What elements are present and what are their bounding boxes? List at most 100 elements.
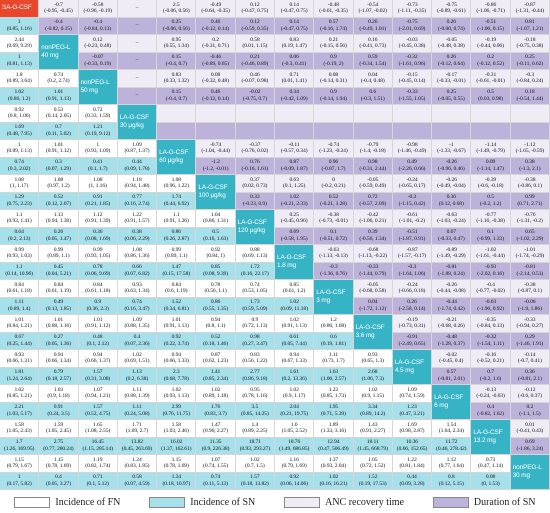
comparison-cell: 0.12 (-0.23, 0.48) (78, 35, 118, 53)
comparison-cell: 0.09 (-1.14, 1.47) (471, 157, 511, 175)
comparison-cell: 0.08 (-0.32, 0.48) (196, 70, 236, 88)
comparison-cell: 1.4 (0.89, 2.25) (235, 420, 275, 438)
comparison-cell: -0.24 (-0.66, 0.18) (392, 280, 433, 298)
comparison-cell: 0.52 (0.12, 2.07) (39, 192, 79, 210)
comparison-cell: -0.33 (-1.44, 0.79) (353, 262, 393, 280)
comparison-cell: 10.36 (0.66, 152.65) (392, 437, 433, 455)
comparison-cell: -0.54 (-1.07, -0.02) (353, 0, 393, 18)
comparison-cell: -0.87 (-1.57, -0.17) (392, 245, 433, 263)
comparison-cell: -0.61 (-1.01, -0.2) (392, 210, 433, 228)
comparison-cell: 1.02 (-0.21, 2.33) (275, 192, 315, 210)
legend-swatch (284, 496, 321, 508)
comparison-cell: 0.92 (0.22, 3.74) (157, 332, 197, 350)
comparison-cell: -0.89 (-1.49, -0.29) (432, 245, 472, 263)
comparison-cell: 0.71 (0.1, 5.12) (78, 472, 118, 490)
comparison-cell: 0.12 (-0.59, 0.35) (235, 17, 275, 35)
comparison-cell: 12.94 (0.47, 506.49) (314, 437, 354, 455)
comparison-cell: -0.3 (-1.64, 1.06) (392, 262, 433, 280)
comparison-cell: -0.38 (-0.73, -0.01) (314, 210, 354, 228)
comparison-cell: 2.68 (1.06, 7.3) (353, 367, 393, 385)
comparison-cell: 0.48 (0.1, 2.12) (78, 332, 118, 350)
comparison-cell (471, 122, 511, 140)
comparison-cell: -0.48 (-0.61, -0.35) (314, 0, 354, 18)
comparison-cell: 0.45 (0.04, 5.21) (39, 262, 79, 280)
comparison-cell: -1.02 (-1.61, -0.44) (471, 245, 511, 263)
comparison-cell: 0.41 (0.1, 1.7) (78, 157, 118, 175)
comparison-cell: 0.83 (0.56, 1.22) (235, 350, 275, 368)
comparison-cell: 11.35 (0.9, 226.38) (196, 437, 236, 455)
comparison-cell: 0.46 (-0.07, 0.98) (235, 70, 275, 88)
comparison-cell: -0.77 (-1.16, -0.38) (471, 210, 511, 228)
comparison-cell: -0.63 (-1.96, 0.92) (471, 297, 511, 315)
comparison-cell: 1.41 (0.85, 2.34) (196, 367, 236, 385)
comparison-cell: -0.63 (-1.03, -0.24) (432, 210, 472, 228)
comparison-cell: 0.38 (0.06, 2.29) (117, 227, 158, 245)
comparison-cell: 0.81 (-1.07, 1.21) (510, 17, 550, 35)
comparison-cell: 0.21 (-0.15, 0.56) (314, 35, 354, 53)
comparison-cell: 0.71 (0.01, 1.41) (275, 70, 315, 88)
comparison-cell (353, 122, 393, 140)
comparison-cell: -0.33 (-1.55, 1.05) (392, 87, 433, 105)
comparison-cell: 1.11 (0.88, 1.39) (117, 385, 158, 403)
comparison-cell: 0.29 (-1.46, 1.91) (510, 332, 550, 350)
comparison-cell: 3.5 (0.85, 14.25) (235, 402, 275, 420)
comparison-cell: 1.07 (0.74, 1.55) (196, 455, 236, 473)
comparison-cell: 0.94 (0.66, 1.34) (39, 350, 79, 368)
comparison-cell: 0.04 (-0.4, 0.48) (353, 70, 393, 88)
comparison-cell: 1 (0.81, 1.13) (0, 52, 40, 70)
comparison-cell: -0.16 (-0.52, 0.21) (471, 350, 511, 368)
comparison-cell: 0.84 (0.61, 1.19) (39, 280, 79, 298)
treatment-label: LA-G-CSF 3 mg (314, 280, 354, 315)
comparison-cell: 1.8 (0.89, 3.64) (0, 70, 40, 88)
comparison-cell: 1.05 (0.72, 1.52) (353, 455, 393, 473)
comparison-cell: 0.25 (-0.45, 0.96) (275, 210, 315, 228)
comparison-cell: 0.44 (0.09, 1.78) (117, 157, 158, 175)
comparison-cell: -0.58 (-0.96, -0.19) (78, 0, 118, 18)
comparison-cell: 3.34 (0.89, 14.2) (353, 402, 393, 420)
comparison-cell: 0.1 (-0.51, 0.72) (314, 227, 354, 245)
comparison-cell: 1.02 (0.7, 1.5) (235, 455, 275, 473)
comparison-cell: -0.12 (-0.6, 0.37) (510, 385, 550, 403)
comparison-cell: 2.5 (-0.06, 0.56) (157, 0, 197, 18)
comparison-cell: 1.18 (0.94, 1.48) (117, 175, 158, 193)
treatment-label: LA-G-CSF 30 μg/kg (117, 105, 158, 140)
comparison-cell: 0.16 (-0.41, 0.73) (353, 35, 393, 53)
comparison-cell: 0.04 (-1.72, 1.12) (353, 297, 393, 315)
comparison-cell: 0.5 (-0.2, 1.2) (471, 192, 511, 210)
comparison-cell: -0.02 (-0.45, 0.4) (432, 350, 472, 368)
comparison-cell: 1.23 (0.47, 3.21) (392, 402, 433, 420)
comparison-cell: 1.01 (0.91, 1.13) (157, 315, 197, 333)
comparison-cell: 0.69 (-1.86, 3.24) (510, 437, 550, 455)
comparison-cell: 2.44 (0.69, 9.29) (0, 35, 40, 53)
comparison-cell: 0.58 (0.01, 1.15) (235, 35, 275, 53)
comparison-cell: 16.45 (1.15, 285.14) (78, 437, 118, 455)
comparison-cell: 1.07 (0.94, 1.21) (78, 385, 118, 403)
comparison-cell: – (117, 52, 158, 70)
comparison-cell: 0.26 (-0.49, 1.01) (353, 17, 393, 35)
comparison-cell: 1.02 (0.16, 16.21) (314, 472, 354, 490)
comparison-cell: -0.35 (-0.84, 0.13) (471, 315, 511, 333)
comparison-cell: 0.3 (0.07, 1.29) (39, 157, 79, 175)
comparison-cell: -0.4 (-0.84, 0.13) (78, 17, 118, 35)
comparison-cell: -0.15 (-0.45, 0.14) (392, 70, 433, 88)
comparison-cell: -1.01 (-1.74, -0.29) (510, 245, 550, 263)
comparison-cell: 0.93 (0.63, 1.34) (117, 280, 158, 298)
treatment-label: nonPEG-L 40 mg (39, 35, 79, 70)
comparison-cell: -0.33 (-0.94, 0.27) (510, 315, 550, 333)
comparison-cell: -0.86 (-1.06, -0.71) (471, 0, 511, 18)
comparison-cell: 0.14 (-0.47, 0.75) (275, 17, 315, 35)
comparison-cell: -0.44 (-1.74, 0.42) (432, 297, 472, 315)
comparison-cell: 0.37 (0.02, 0.73) (235, 175, 275, 193)
comparison-cell: 0.2 (-0.12, 0.52) (471, 52, 511, 70)
comparison-cell: 0.67 (0.25, 1.44) (0, 332, 40, 350)
comparison-cell: 0.5 (0.03, 0.98) (471, 87, 511, 105)
comparison-cell: 1.37 (0.93, 2.04) (314, 455, 354, 473)
comparison-cell: 1.74 (0.44, 6.92) (157, 192, 197, 210)
comparison-cell (392, 122, 433, 140)
comparison-cell: -0.11 (-0.57, 0.34) (275, 140, 315, 158)
comparison-cell: 0.49 (-2.26, 0.66) (392, 157, 433, 175)
comparison-cell: -0.39 (-0.6, -0.18) (471, 175, 511, 193)
comparison-cell: -0.46 (-0.89, 0.65) (196, 52, 236, 70)
comparison-cell: -0.18 (-0.75, 0.38) (510, 35, 550, 53)
comparison-cell: 11.72 (0.46, 278.42) (432, 437, 472, 455)
